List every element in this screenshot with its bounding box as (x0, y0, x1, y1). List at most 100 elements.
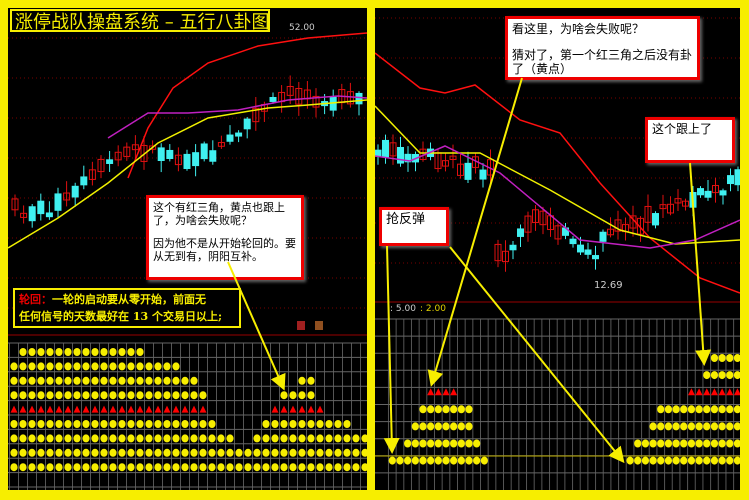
yellow-dot-signal (64, 362, 72, 371)
yellow-dot-signal (289, 448, 297, 457)
note-answer: 猜对了，第一个红三角之后没有卦了（黄点） (512, 48, 693, 76)
yellow-dot-signal (710, 371, 719, 380)
candle-up (97, 158, 105, 173)
yellow-dot-signal (208, 420, 216, 428)
yellow-dot-signal (361, 463, 367, 472)
yellow-dot-signal (307, 463, 315, 472)
red-triangle-signal (127, 405, 135, 413)
yellow-dot-signal (457, 422, 465, 431)
candle-up (312, 95, 320, 108)
yellow-dot-signal (733, 439, 740, 448)
right-chart-canvas (375, 17, 740, 490)
yellow-dot-signal (325, 420, 333, 428)
rule-text-2: 任何信号的天数最好在 13 个交易日以上; (19, 310, 223, 323)
yellow-dot-signal (325, 434, 333, 443)
candle-down (28, 206, 36, 222)
yellow-dot-signal (118, 434, 126, 443)
red-triangle-signal (307, 405, 315, 413)
yellow-dot-signal (726, 371, 734, 380)
left-annotation-note: 这个有红三角，黄点也跟上了，为啥会失败呢？ 因为他不是从开始轮回的。要从无到有，… (146, 195, 304, 280)
low-price-label: 12.69 (594, 280, 623, 291)
right-chart-panel (375, 8, 740, 490)
yellow-dot-signal (657, 422, 665, 431)
candle-up (682, 200, 689, 207)
candle-down (157, 147, 165, 162)
yellow-dot-signal (316, 463, 324, 472)
yellow-dot-signal (703, 439, 711, 448)
yellow-dot-signal (343, 434, 351, 443)
yellow-dot-signal (118, 391, 126, 400)
yellow-dot-signal (82, 420, 90, 428)
yellow-dot-signal (91, 391, 99, 400)
candle-down (226, 134, 234, 142)
yellow-dot-signal (733, 405, 740, 414)
yellow-dot-signal (46, 376, 54, 385)
red-triangle-signal (695, 388, 703, 396)
yellow-dot-signal (28, 391, 36, 400)
yellow-dot-signal (262, 448, 270, 457)
yellow-dot-signal (172, 420, 180, 428)
candle-up (114, 151, 122, 161)
yellow-dot-signal (181, 376, 189, 385)
yellow-dot-signal (100, 448, 108, 457)
yellow-dot-signal (172, 362, 180, 371)
yellow-dot-signal (442, 439, 450, 448)
yellow-dot-signal (19, 348, 27, 356)
yellow-dot-signal (726, 439, 734, 448)
yellow-dot-signal (442, 456, 450, 465)
ma-long-line (375, 52, 740, 294)
yellow-dot-signal (91, 348, 99, 356)
red-triangle-signal (733, 388, 740, 396)
red-triangle-signal (100, 405, 108, 413)
red-triangle-signal (280, 405, 288, 413)
yellow-dot-signal (64, 348, 72, 356)
yellow-dot-signal (163, 362, 171, 371)
yellow-dot-signal (127, 420, 135, 428)
yellow-dot-signal (190, 391, 198, 400)
yellow-dot-signal (411, 456, 419, 465)
yellow-dot-signal (64, 391, 72, 400)
candle-down (697, 188, 704, 196)
yellow-dot-signal (695, 439, 703, 448)
yellow-dot-signal (181, 434, 189, 443)
yellow-dot-signal (718, 354, 726, 362)
candle-down (243, 118, 251, 130)
yellow-dot-signal (352, 448, 360, 457)
red-triangle-signal (64, 405, 72, 413)
red-triangle-signal (687, 388, 695, 396)
red-triangle-signal (271, 405, 279, 413)
yellow-dot-signal (73, 391, 81, 400)
candle-up (149, 145, 157, 150)
yellow-dot-signal (100, 348, 108, 356)
red-triangle-signal (145, 405, 153, 413)
yellow-dot-signal (672, 405, 680, 414)
yellow-dot-signal (411, 422, 419, 431)
yellow-dot-signal (361, 434, 367, 443)
yellow-dot-signal (253, 463, 261, 472)
red-triangle-signal (316, 405, 324, 413)
yellow-dot-signal (145, 362, 153, 371)
yellow-dot-signal (703, 456, 711, 465)
candle-down (106, 159, 114, 164)
yellow-dot-signal (55, 448, 63, 457)
yellow-dot-signal (672, 456, 680, 465)
yellow-dot-signal (343, 448, 351, 457)
yellow-dot-signal (480, 456, 488, 465)
yellow-dot-signal (73, 362, 81, 371)
yellow-dot-signal (199, 420, 207, 428)
red-triangle-signal (109, 405, 117, 413)
candle-down (517, 228, 524, 237)
yellow-dot-signal (280, 391, 288, 400)
yellow-dot-signal (28, 362, 36, 371)
yellow-dot-signal (10, 362, 18, 371)
yellow-dot-signal (718, 405, 726, 414)
yellow-dot-signal (649, 456, 657, 465)
yellow-dot-signal (154, 434, 162, 443)
candle-up (674, 198, 682, 204)
yellow-dot-signal (127, 448, 135, 457)
yellow-dot-signal (664, 456, 673, 465)
yellow-dot-signal (127, 362, 135, 371)
candle-down (209, 150, 217, 162)
yellow-dot-signal (726, 456, 734, 465)
yellow-dot-signal (680, 405, 688, 414)
